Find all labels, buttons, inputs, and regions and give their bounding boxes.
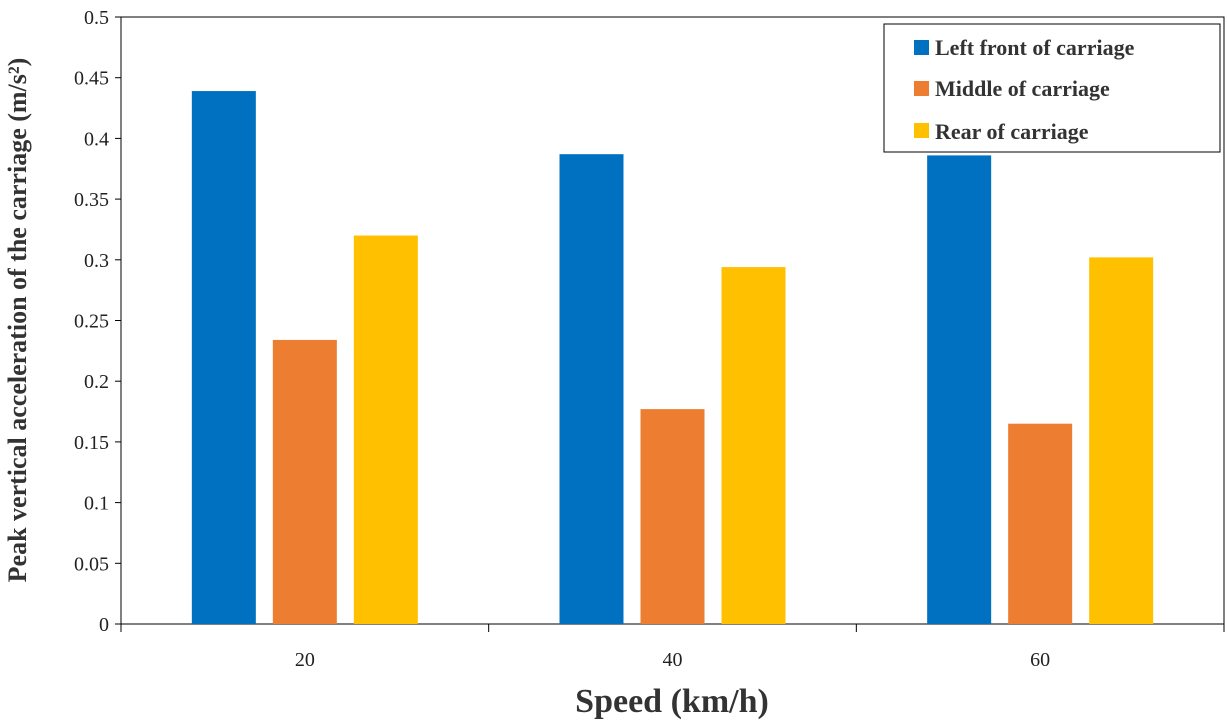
- legend: Left front of carriage Middle of carriag…: [883, 23, 1221, 153]
- legend-label-left-front: Left front of carriage: [935, 35, 1135, 60]
- bars: [191, 91, 1154, 624]
- y-axis-title: Peak vertical acceleration of the carria…: [3, 58, 32, 583]
- bar-middle-of-carriage-20: [272, 339, 337, 624]
- y-tick-label: 0.4: [84, 128, 109, 150]
- y-tick-label: 0.15: [74, 432, 109, 454]
- y-tick-label: 0: [99, 614, 109, 636]
- bar-left-front-of-carriage-20: [191, 91, 256, 624]
- bar-left-front-of-carriage-40: [559, 154, 624, 624]
- x-tick-label: 40: [663, 649, 683, 671]
- bar-middle-of-carriage-40: [640, 409, 705, 624]
- bar-left-front-of-carriage-60: [927, 155, 992, 624]
- x-tick-label: 20: [295, 649, 315, 671]
- legend-label-middle: Middle of carriage: [935, 76, 1110, 101]
- y-tick-label: 0.35: [74, 189, 109, 211]
- legend-swatch-middle: [914, 81, 929, 96]
- legend-swatch-rear: [914, 123, 929, 138]
- y-tick-label: 0.05: [74, 553, 109, 575]
- y-tick-label: 0.1: [84, 493, 109, 515]
- legend-box: [883, 23, 1221, 153]
- legend-swatch-left-front: [914, 40, 929, 55]
- legend-label-rear: Rear of carriage: [935, 119, 1089, 144]
- x-tick-label: 60: [1030, 649, 1050, 671]
- x-axis-title: Speed (km/h): [575, 683, 769, 720]
- bar-rear-of-carriage-20: [353, 235, 418, 624]
- y-tick-label: 0.3: [84, 250, 109, 272]
- bar-middle-of-carriage-60: [1008, 423, 1073, 624]
- x-axis: 20 40 60: [120, 624, 1225, 671]
- y-tick-label: 0.25: [74, 311, 109, 333]
- y-tick-label: 0.45: [74, 68, 109, 90]
- bar-rear-of-carriage-60: [1089, 257, 1154, 624]
- bar-rear-of-carriage-40: [721, 267, 786, 624]
- y-tick-label: 0.5: [84, 7, 109, 29]
- y-tick-label: 0.2: [84, 371, 109, 393]
- y-axis: 0 0.05 0.1 0.15 0.2 0.25 0.3 0.35 0.4 0.45 0.5: [74, 7, 121, 636]
